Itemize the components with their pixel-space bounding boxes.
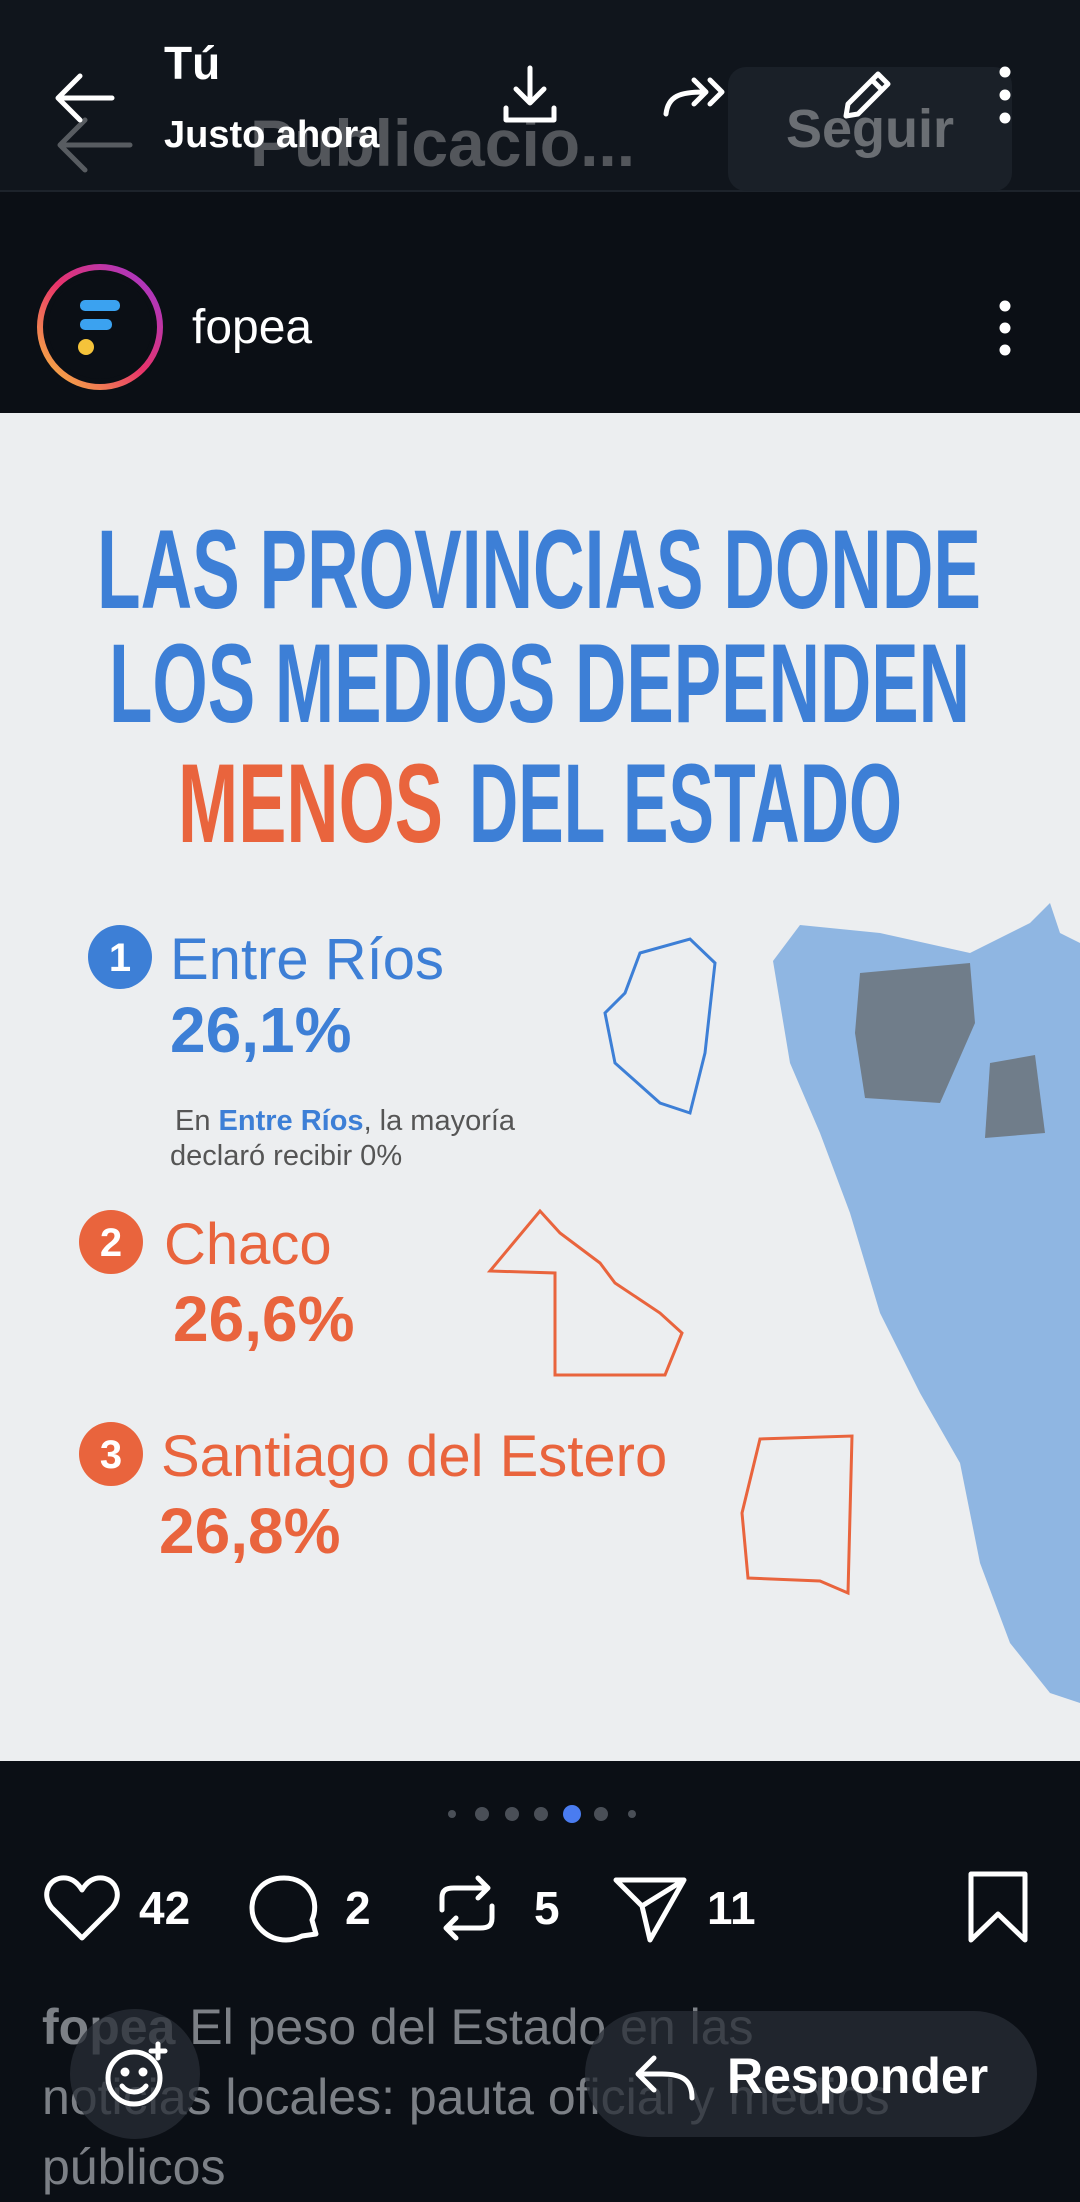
forward-button[interactable] xyxy=(660,70,734,120)
province-value: 26,1% xyxy=(170,994,351,1066)
note-highlight: Entre Ríos xyxy=(219,1105,364,1137)
map-dark-region xyxy=(985,1055,1045,1138)
emoji-icon xyxy=(105,2041,168,2107)
image-title: LAS PROVINCIAS DONDE xyxy=(97,507,981,632)
rank-badge xyxy=(79,1422,143,1486)
post-account[interactable]: fopea xyxy=(192,301,313,354)
status-time: Justo ahora xyxy=(164,114,380,156)
share-button[interactable] xyxy=(610,1872,690,1946)
back-button[interactable] xyxy=(50,70,120,126)
post-menu[interactable] xyxy=(990,298,1020,358)
like-button[interactable] xyxy=(42,1872,122,1944)
province-name: Santiago del Estero xyxy=(161,1424,667,1489)
page-dot xyxy=(534,1807,548,1821)
note-text: , la mayoría xyxy=(364,1105,516,1137)
status-author: Tú xyxy=(164,37,221,89)
repost-button[interactable] xyxy=(432,1872,502,1944)
note-text: En xyxy=(175,1105,219,1137)
reply-icon xyxy=(635,2055,695,2101)
note-text: declaró recibir 0% xyxy=(170,1140,402,1172)
repost-count: 5 xyxy=(534,1882,560,1934)
comment-count: 2 xyxy=(345,1882,371,1934)
share-count: 11 xyxy=(707,1882,756,1934)
faded-follow-button[interactable] xyxy=(728,67,1012,191)
page-dot xyxy=(448,1810,456,1818)
page-dot xyxy=(628,1810,636,1818)
faded-title: Publicacio... xyxy=(250,106,636,180)
map-dark-region xyxy=(855,963,975,1103)
edit-button[interactable] xyxy=(838,66,894,124)
follow-label: Seguir xyxy=(785,99,955,159)
note: En Entre Ríos, la mayoría xyxy=(175,1105,516,1137)
page-dot xyxy=(475,1807,489,1821)
faded-back-icon xyxy=(57,117,133,173)
image-title: LOS MEDIOS DEPENDEN xyxy=(109,621,970,746)
page-dot xyxy=(563,1805,581,1823)
entre-rios-outline xyxy=(603,937,717,1115)
page-dot xyxy=(594,1807,608,1821)
comment-button[interactable] xyxy=(246,1872,326,1946)
chaco-outline xyxy=(486,1208,684,1377)
post-image: LAS PROVINCIAS DONDE LOS MEDIOS DEPENDEN… xyxy=(0,413,1080,1761)
rank-number: 1 xyxy=(109,936,131,980)
avatar xyxy=(37,264,163,390)
menu-button[interactable] xyxy=(990,62,1020,128)
rank-badge xyxy=(79,1210,143,1274)
save-button[interactable] xyxy=(965,1868,1031,1946)
province-name: Entre Ríos xyxy=(170,927,444,992)
province-value: 26,8% xyxy=(159,1495,340,1567)
image-title: DEL ESTADO xyxy=(469,741,902,866)
like-count: 42 xyxy=(139,1882,191,1934)
rank-number: 3 xyxy=(100,1433,122,1477)
santiago-outline xyxy=(740,1434,854,1596)
rank-badge xyxy=(88,925,152,989)
caption-line: públicos xyxy=(42,2139,226,2195)
reply-label: Responder xyxy=(727,2048,989,2104)
page-dot xyxy=(505,1807,519,1821)
download-button[interactable] xyxy=(500,64,560,126)
province-value: 26,6% xyxy=(173,1283,354,1355)
province-name: Chaco xyxy=(164,1212,332,1277)
rank-number: 2 xyxy=(100,1221,122,1265)
image-title-highlight: MENOS xyxy=(178,741,443,866)
emoji-button[interactable] xyxy=(70,2009,200,2139)
